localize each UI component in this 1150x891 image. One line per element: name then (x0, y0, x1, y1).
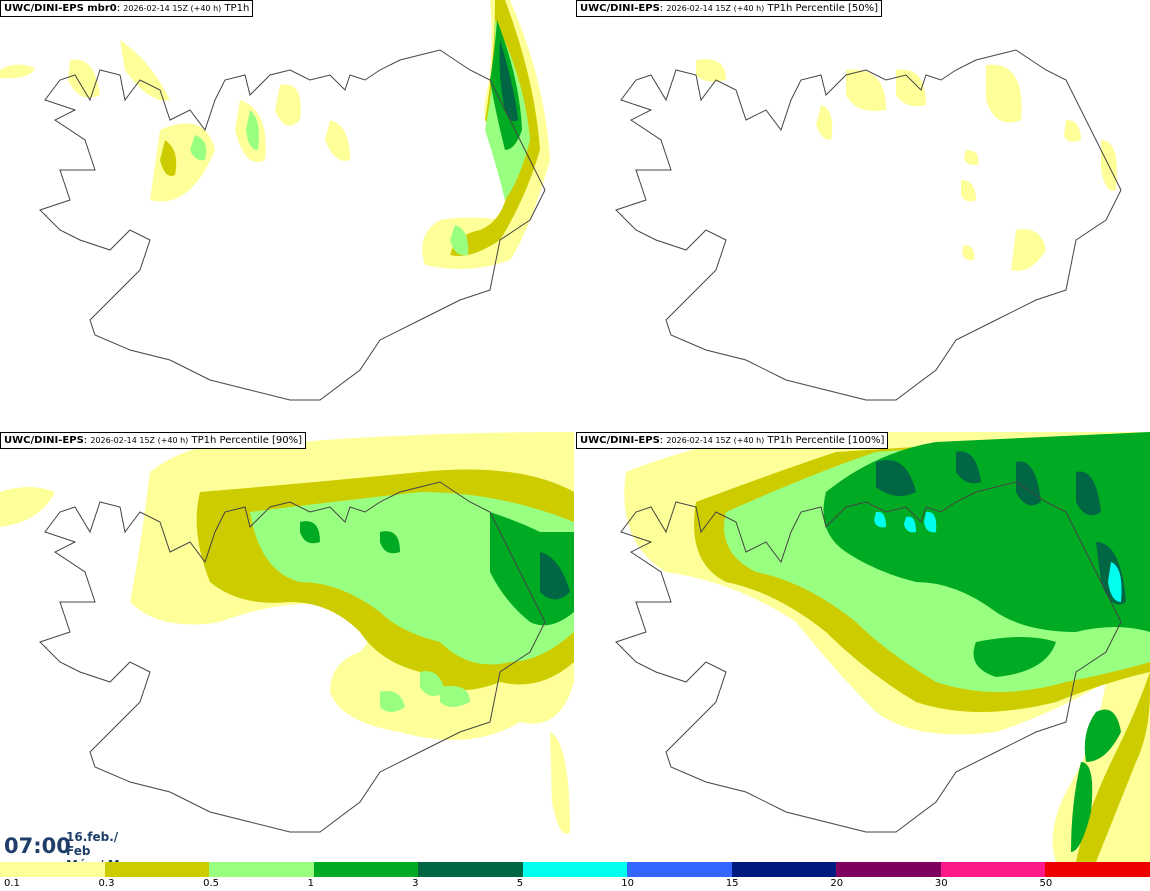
valid-date-line1: 16.feb./ Feb (66, 830, 119, 858)
map-panel-p100: UWC/DINI-EPS: 2026-02-14 15Z (+40 h) TP1… (576, 432, 1150, 862)
product-name: TP1h Percentile [100%] (767, 435, 885, 446)
precip-field (0, 0, 550, 269)
run-time: 2026-02-14 15Z (+40 h) (90, 436, 189, 445)
legend-label: 0.3 (98, 878, 115, 889)
legend-label: 30 (934, 878, 948, 889)
panel-title: UWC/DINI-EPS: 2026-02-14 15Z (+40 h) TP1… (576, 0, 883, 17)
legend-swatch (0, 862, 105, 877)
legend-swatch (836, 862, 942, 877)
coastline (615, 481, 1122, 833)
legend-label: 15 (725, 878, 739, 889)
legend-label: 5 (516, 878, 524, 889)
iceland-map-mbr0 (0, 0, 550, 401)
legend-swatch (1045, 862, 1150, 877)
legend-label: 50 (1039, 878, 1053, 889)
valid-time: 07:00 (4, 834, 71, 858)
model-name: UWC/DINI-EPS (580, 3, 660, 14)
panel-divider-horizontal (0, 428, 1150, 432)
legend-label: 1 (307, 878, 314, 889)
product-name: TP1h Percentile [50%] (767, 3, 879, 14)
run-time: 2026-02-14 15Z (+40 h) (666, 436, 765, 445)
model-name: UWC/DINI-EPS (4, 435, 84, 446)
panel-title: UWC/DINI-EPS mbr0: 2026-02-14 15Z (+40 h… (0, 0, 254, 17)
legend-label: 0.1 (4, 878, 20, 889)
precip-field (624, 432, 1150, 862)
legend-label: 0.5 (203, 878, 219, 889)
product-name: TP1h (224, 3, 250, 14)
legend-swatch (418, 862, 524, 877)
product-name: TP1h Percentile [90%] (191, 435, 303, 446)
model-name: UWC/DINI-EPS (580, 435, 660, 446)
coastline (615, 49, 1122, 401)
legend-label: 3 (412, 878, 419, 889)
precip-field (696, 59, 1117, 271)
model-name: UWC/DINI-EPS mbr0 (4, 3, 117, 14)
legend-swatch (731, 862, 837, 877)
panel-title: UWC/DINI-EPS: 2026-02-14 15Z (+40 h) TP1… (0, 432, 307, 449)
legend-swatch (522, 862, 628, 877)
map-panel-p90: UWC/DINI-EPS: 2026-02-14 15Z (+40 h) TP1… (0, 432, 574, 862)
map-panel-mbr0: UWC/DINI-EPS mbr0: 2026-02-14 15Z (+40 h… (0, 0, 574, 428)
iceland-map-p50 (615, 49, 1122, 401)
legend-swatch (940, 862, 1046, 877)
precip-field (0, 432, 574, 834)
legend-label: 10 (621, 878, 634, 889)
legend-swatch (209, 862, 315, 877)
legend-swatch (313, 862, 419, 877)
run-time: 2026-02-14 15Z (+40 h) (123, 4, 222, 13)
run-time: 2026-02-14 15Z (+40 h) (666, 4, 765, 13)
coastline (39, 49, 546, 401)
legend-label: 20 (830, 878, 844, 889)
iceland-map-p90 (0, 432, 574, 834)
panel-title: UWC/DINI-EPS: 2026-02-14 15Z (+40 h) TP1… (576, 432, 889, 449)
legend-swatch (627, 862, 733, 877)
valid-time-box: 07:00 16.feb./ Feb Mán./ Mon (0, 826, 140, 872)
color-legend: 0.1 0.3 0.5 1 3 5 10 15 20 30 50 (0, 862, 1150, 891)
iceland-map-p100 (615, 432, 1150, 862)
legend-swatch (104, 862, 210, 877)
coastline (39, 481, 546, 833)
map-panel-p50: UWC/DINI-EPS: 2026-02-14 15Z (+40 h) TP1… (576, 0, 1150, 428)
